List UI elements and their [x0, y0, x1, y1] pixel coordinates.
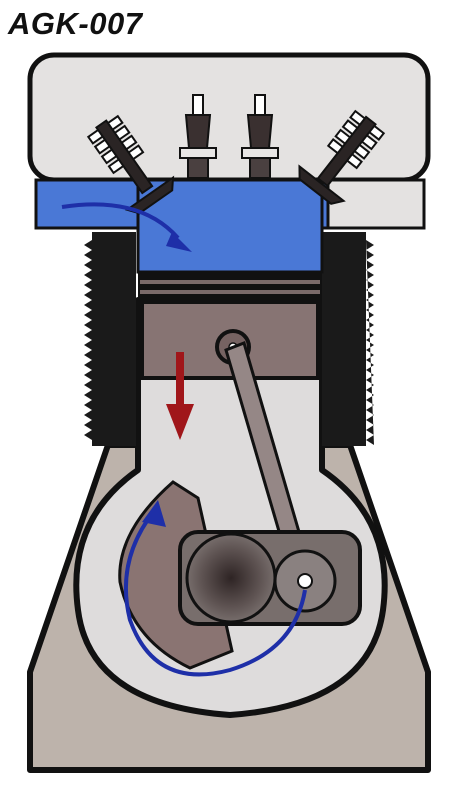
piston-rings — [138, 272, 322, 302]
piston-down-arrow-icon — [166, 352, 194, 440]
diagram-title: AGK-007 — [8, 6, 143, 41]
spark-plug-icon — [241, 94, 279, 179]
cooling-fins-right — [322, 232, 374, 446]
exhaust-port-block — [326, 178, 426, 230]
crankshaft — [185, 532, 277, 624]
intake-flow-arrow-icon — [61, 202, 192, 252]
spark-plug-icon — [179, 94, 217, 179]
exhaust-valve-icon — [298, 109, 386, 205]
crank-rotation-arrow-icon — [123, 500, 307, 677]
cooling-fins-left — [84, 232, 136, 446]
